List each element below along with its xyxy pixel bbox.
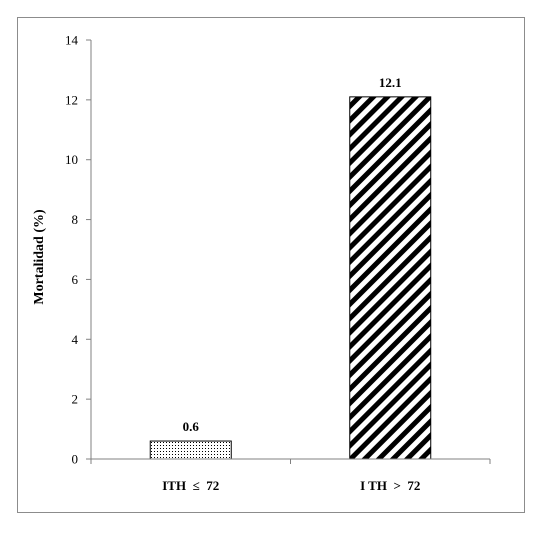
bar-1 xyxy=(149,440,232,460)
bars: 0.6 12.1 xyxy=(149,75,432,460)
data-label-2: 12.1 xyxy=(379,75,402,90)
y-tick-label: 2 xyxy=(72,392,79,407)
y-axis-ticks: 0 2 4 6 8 10 12 14 xyxy=(65,33,91,467)
y-tick-label: 8 xyxy=(72,212,79,227)
data-label-1: 0.6 xyxy=(183,419,200,434)
bar-2 xyxy=(349,96,432,460)
y-tick-label: 10 xyxy=(65,152,78,167)
x-axis-ticks: ITH ≤ 72 I TH > 72 xyxy=(90,459,491,493)
y-tick-label: 12 xyxy=(65,92,78,107)
y-tick-label: 4 xyxy=(72,332,79,347)
x-category-label: I TH > 72 xyxy=(360,478,420,493)
y-axis-label: Mortalidad (%) xyxy=(32,209,47,305)
y-tick-label: 0 xyxy=(72,452,79,467)
y-tick-label: 6 xyxy=(72,272,79,287)
chart-frame xyxy=(17,17,525,513)
y-tick-label: 14 xyxy=(65,33,79,48)
x-category-label: ITH ≤ 72 xyxy=(162,478,219,493)
